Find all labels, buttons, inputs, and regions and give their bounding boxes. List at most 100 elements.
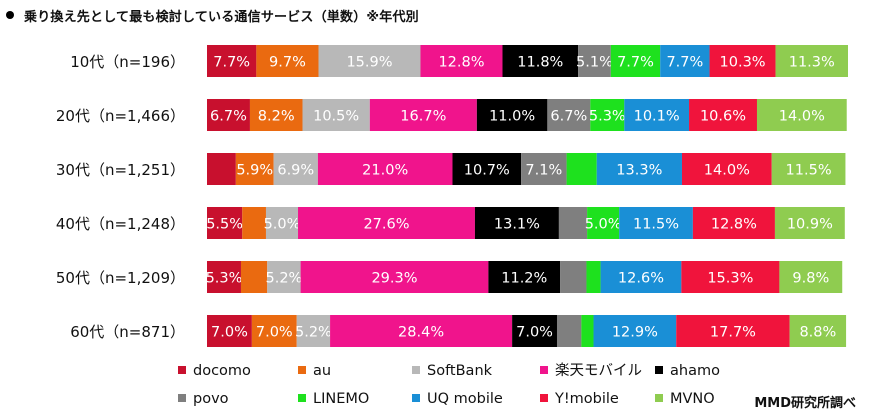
data-label: 12.9%	[612, 325, 658, 341]
data-label: 17.7%	[710, 325, 756, 341]
data-label: 11.3%	[789, 55, 835, 71]
data-label: 6.9%	[277, 163, 314, 179]
bar-segment-UQ	[624, 99, 690, 131]
legend-label-au: au	[313, 363, 331, 379]
bar-segment-UQ	[600, 261, 682, 293]
data-label: 7.1%	[525, 163, 562, 179]
data-label: 11.5%	[633, 217, 679, 233]
data-label: 7.0%	[516, 325, 553, 341]
data-label: 7.7%	[213, 55, 250, 71]
legend-label-ahamo: ahamo	[670, 363, 720, 379]
data-label: 6.7%	[210, 109, 247, 125]
bar-segment-ahamo	[512, 315, 557, 347]
bar-segment-Ymobile	[681, 261, 780, 293]
bar-segment-Ymobile	[689, 99, 757, 131]
category-label: 40代（n=1,248）	[56, 215, 185, 233]
data-label: 9.7%	[269, 55, 306, 71]
legend-swatch-ahamo	[655, 366, 663, 374]
data-label: 9.8%	[792, 271, 829, 287]
bar-segment-povo	[556, 315, 582, 347]
category-label: 30代（n=1,251）	[56, 161, 185, 179]
bar-segment-LINEMO	[581, 315, 594, 347]
legend-swatch-LINEMO	[298, 394, 306, 402]
legend-label-rakuten: 楽天モバイル	[555, 362, 642, 379]
bar-segment-docomo	[207, 45, 257, 77]
category-label: 50代（n=1,209）	[56, 269, 185, 287]
bar-segment-povo	[558, 207, 588, 239]
data-label: 8.8%	[799, 325, 836, 341]
bar-segment-docomo	[207, 315, 252, 347]
bar-segment-LINEMO	[586, 261, 601, 293]
data-label: 7.0%	[211, 325, 248, 341]
data-label: 5.2%	[265, 271, 302, 287]
data-label: 7.7%	[617, 55, 654, 71]
bar-segment-rakuten	[330, 315, 513, 347]
bar-segment-UQ	[660, 45, 710, 77]
data-label: 13.3%	[616, 163, 662, 179]
bar-segment-povo	[547, 99, 591, 131]
bar-segment-SoftBank	[318, 45, 421, 77]
data-label: 5.1%	[576, 55, 613, 71]
data-label: 5.9%	[236, 163, 273, 179]
bar-segment-LINEMO	[610, 45, 661, 77]
bar-segment-SoftBank	[267, 261, 301, 293]
bar-segment-rakuten	[300, 261, 489, 293]
bar-segment-SoftBank	[265, 207, 299, 239]
legend-swatch-rakuten	[540, 366, 548, 374]
bar-segment-SoftBank	[302, 99, 370, 131]
bar-segment-UQ	[619, 207, 693, 239]
category-label: 20代（n=1,466）	[56, 107, 185, 125]
data-label: 27.6%	[363, 217, 409, 233]
legend-swatch-docomo	[178, 366, 186, 374]
bar-segment-au	[249, 99, 303, 131]
bar-segment-MVNO	[789, 315, 847, 347]
legend-label-MVNO: MVNO	[670, 391, 715, 407]
data-label: 13.1%	[494, 217, 540, 233]
bar-segment-ahamo	[488, 261, 561, 293]
category-label: 10代（n=196）	[70, 53, 185, 71]
bar-segment-rakuten	[369, 99, 477, 131]
bar-segment-UQ	[593, 315, 677, 347]
bar-segment-povo	[578, 45, 611, 77]
data-label: 15.9%	[346, 55, 392, 71]
data-label: 5.5%	[206, 217, 243, 233]
data-label: 8.2%	[258, 109, 295, 125]
bar-segment-ahamo	[476, 99, 548, 131]
source-credit: MMD研究所調べ	[754, 396, 856, 411]
bullet-icon	[6, 11, 14, 19]
data-label: 29.3%	[371, 271, 417, 287]
bar-segment-LINEMO	[587, 207, 620, 239]
data-label: 10.3%	[720, 55, 766, 71]
data-label: 5.3%	[589, 109, 626, 125]
data-label: 10.5%	[313, 109, 359, 125]
bar-segment-Ymobile	[709, 45, 776, 77]
legend-label-LINEMO: LINEMO	[313, 391, 369, 407]
data-label: 11.5%	[786, 163, 832, 179]
bar-segment-au	[256, 45, 319, 77]
bar-segment-rakuten	[317, 153, 453, 185]
data-label: 16.7%	[400, 109, 446, 125]
data-label: 5.2%	[295, 325, 332, 341]
data-label: 11.0%	[489, 109, 535, 125]
bar-segment-povo	[521, 153, 567, 185]
bar-segment-UQ	[596, 153, 682, 185]
data-label: 14.0%	[704, 163, 750, 179]
data-label: 7.7%	[666, 55, 703, 71]
legend-label-povo: povo	[193, 391, 229, 407]
data-label: 12.6%	[618, 271, 664, 287]
bar-segment-rakuten	[298, 207, 475, 239]
legend-swatch-Ymobile	[540, 394, 548, 402]
bar-segment-Ymobile	[676, 315, 790, 347]
bar-segment-MVNO	[775, 45, 848, 77]
data-label: 12.8%	[711, 217, 757, 233]
bar-segment-ahamo	[474, 207, 559, 239]
chart-title: 乗り換え先として最も検討している通信サービス（単数）※年代別	[24, 9, 419, 25]
bar-segment-LINEMO	[590, 99, 625, 131]
bar-segment-Ymobile	[692, 207, 775, 239]
bar-segment-docomo	[207, 153, 236, 185]
data-label: 11.8%	[517, 55, 563, 71]
bar-segment-MVNO	[771, 153, 846, 185]
data-label: 5.3%	[206, 271, 243, 287]
bar-segment-LINEMO	[566, 153, 597, 185]
